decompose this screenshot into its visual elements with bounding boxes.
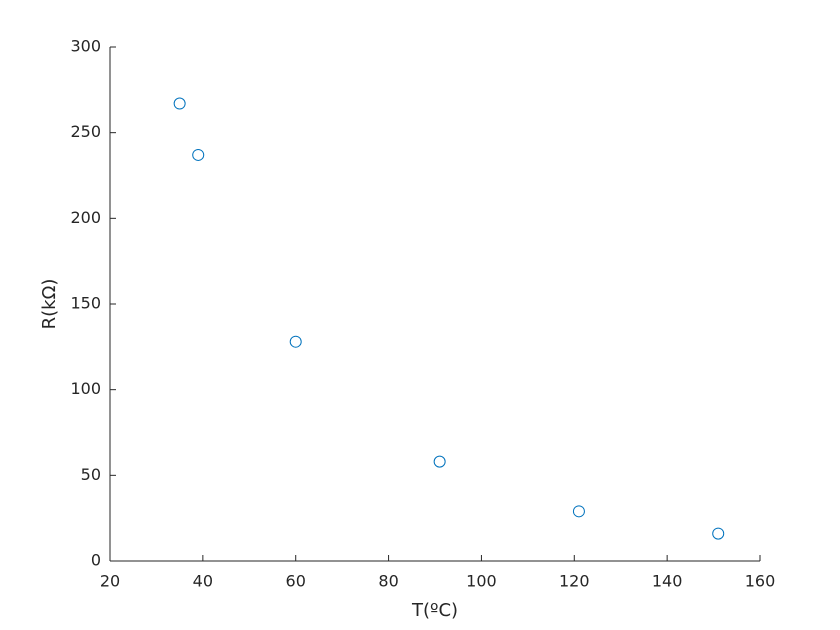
x-tick-label: 140 <box>652 572 683 591</box>
x-axis-label: T(ºC) <box>411 600 458 621</box>
x-tick-label: 80 <box>378 572 398 591</box>
point <box>289 335 302 348</box>
point <box>433 455 446 468</box>
point <box>572 505 585 518</box>
x-tick-label: 100 <box>466 572 497 591</box>
x-tick-label: 60 <box>286 572 306 591</box>
point <box>712 527 725 540</box>
x-tick-label: 160 <box>745 572 776 591</box>
y-tick-label: 0 <box>91 551 101 570</box>
y-tick-label: 250 <box>70 122 101 141</box>
x-tick-label: 40 <box>193 572 213 591</box>
y-axis-label: R(kΩ) <box>39 279 60 330</box>
x-tick-label: 20 <box>100 572 120 591</box>
y-tick-label: 100 <box>70 379 101 398</box>
point <box>173 97 186 110</box>
point <box>192 148 205 161</box>
x-tick-label: 120 <box>559 572 590 591</box>
y-tick-label: 300 <box>70 37 101 56</box>
y-tick-label: 50 <box>81 465 101 484</box>
y-tick-label: 200 <box>70 208 101 227</box>
y-tick-label: 150 <box>70 294 101 313</box>
